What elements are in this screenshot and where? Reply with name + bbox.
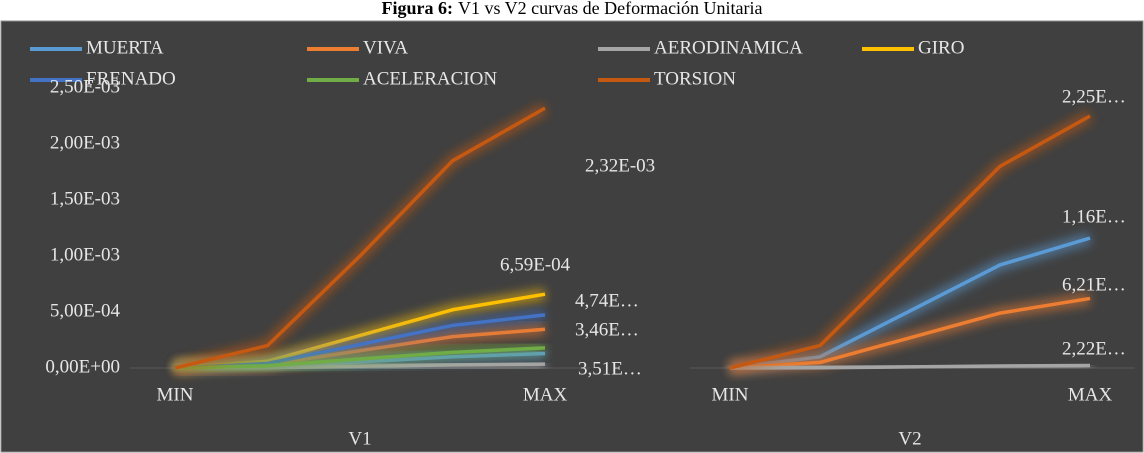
x-axis-title: V2 bbox=[898, 428, 921, 449]
y-tick-label: 5,00E-04 bbox=[50, 300, 121, 321]
x-tick-label: MIN bbox=[712, 384, 749, 405]
figure-caption: V1 vs V2 curvas de Deformación Unitaria bbox=[458, 0, 763, 18]
data-label: 6,59E-04 bbox=[500, 254, 571, 275]
y-tick-label: 2,00E-03 bbox=[50, 132, 120, 153]
figure-title: Figura 6: V1 vs V2 curvas de Deformación … bbox=[381, 0, 762, 18]
data-label: 3,46E… bbox=[575, 319, 639, 340]
legend-label: TORSION bbox=[654, 68, 736, 89]
series-line bbox=[729, 363, 1091, 370]
legend-label: ACELERACION bbox=[363, 68, 497, 89]
data-label: 1,16E… bbox=[1062, 206, 1126, 227]
data-label: 3,51E… bbox=[578, 358, 642, 379]
y-tick-label: 1,00E-03 bbox=[50, 244, 120, 265]
series-line bbox=[174, 106, 546, 370]
x-axis-title: V1 bbox=[348, 428, 371, 449]
y-tick-label: 2,50E-03 bbox=[50, 76, 120, 97]
data-label: 2,22E… bbox=[1062, 338, 1126, 359]
figure-label: Figura 6: bbox=[381, 0, 453, 18]
legend-label: MUERTA bbox=[86, 37, 164, 58]
y-tick-label: 0,00E+00 bbox=[45, 356, 120, 377]
data-label: 2,25E… bbox=[1062, 86, 1126, 107]
legend-label: GIRO bbox=[918, 37, 964, 58]
data-label: 2,32E-03 bbox=[585, 155, 655, 176]
legend-label: FRENADO bbox=[86, 68, 176, 89]
series-line bbox=[174, 346, 546, 370]
data-label: 6,21E… bbox=[1062, 274, 1126, 295]
y-tick-label: 1,50E-03 bbox=[50, 188, 120, 209]
series-line bbox=[729, 114, 1091, 370]
x-tick-label: MAX bbox=[1068, 384, 1113, 405]
legend-label: VIVA bbox=[363, 37, 408, 58]
chart-area bbox=[0, 20, 1144, 453]
x-tick-label: MAX bbox=[523, 384, 568, 405]
x-tick-label: MIN bbox=[157, 384, 194, 405]
data-label: 4,74E… bbox=[575, 290, 639, 311]
legend-label: AERODINAMICA bbox=[654, 37, 803, 58]
